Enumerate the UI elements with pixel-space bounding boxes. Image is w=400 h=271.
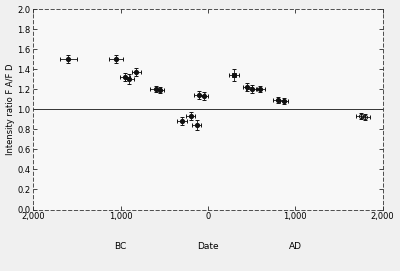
Text: AD: AD bbox=[289, 241, 302, 251]
Y-axis label: Intensity ratio F A/F D: Intensity ratio F A/F D bbox=[6, 63, 14, 155]
Text: Date: Date bbox=[197, 241, 219, 251]
Text: BC: BC bbox=[114, 241, 127, 251]
